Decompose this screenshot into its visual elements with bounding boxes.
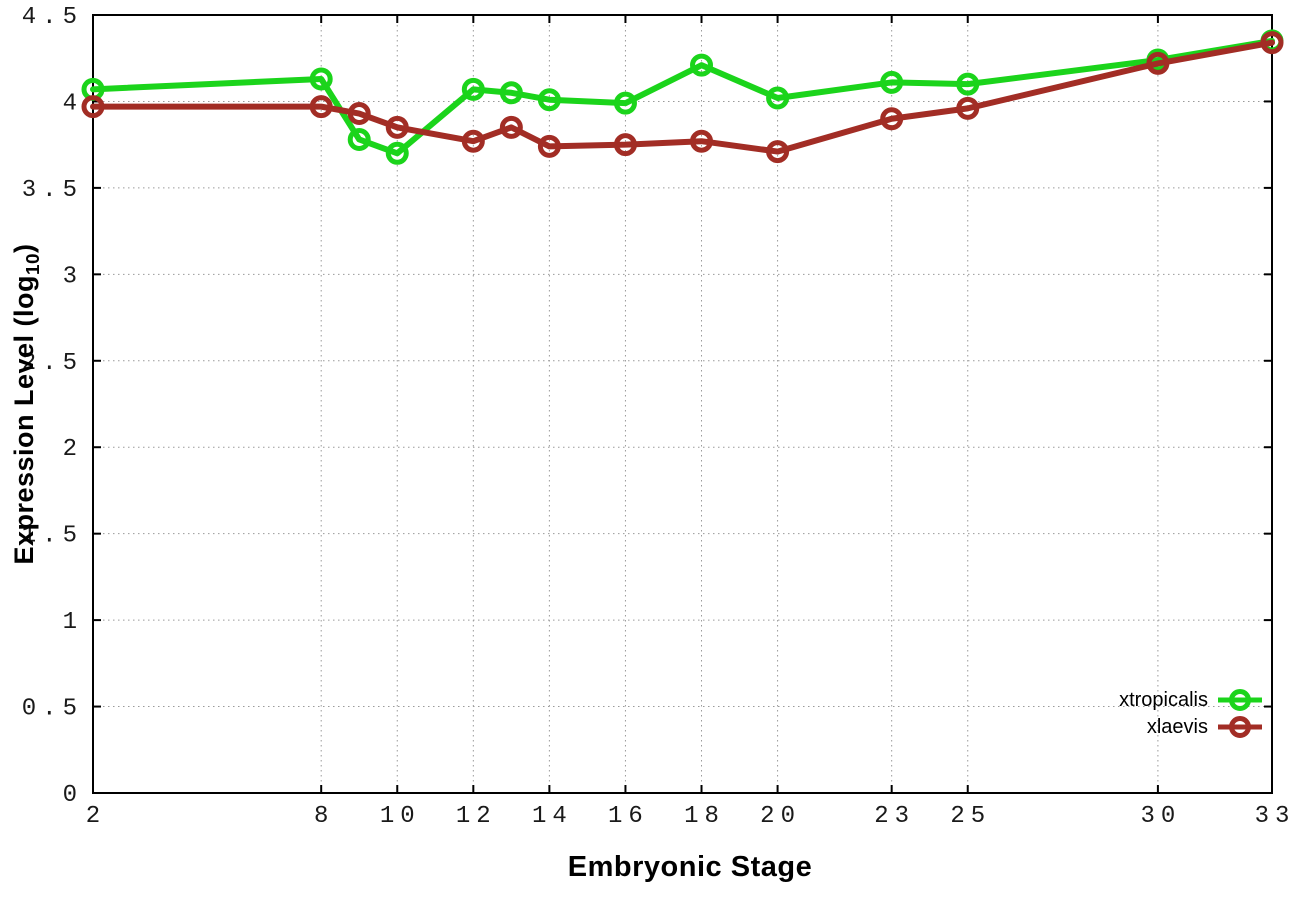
y-tick-label: 2.5 bbox=[22, 350, 83, 377]
y-tick-label: 1.5 bbox=[22, 523, 83, 550]
y-tick-label: 0.5 bbox=[22, 696, 83, 723]
data-point-xtropicalis bbox=[461, 77, 485, 101]
x-tick-label: 14 bbox=[532, 803, 573, 830]
y-tick-label: 3.5 bbox=[22, 177, 83, 204]
x-tick-label: 25 bbox=[950, 803, 991, 830]
data-point-xlaevis bbox=[1260, 31, 1284, 55]
data-point-xlaevis bbox=[880, 107, 904, 131]
data-point-xlaevis bbox=[461, 129, 485, 153]
y-axis-title-close: ) bbox=[8, 243, 39, 253]
data-point-xtropicalis bbox=[499, 81, 523, 105]
data-point-xtropicalis bbox=[690, 53, 714, 77]
y-axis-title: Expression Level (log10) bbox=[9, 243, 45, 564]
data-point-xlaevis bbox=[347, 102, 371, 126]
x-tick-label: 16 bbox=[608, 803, 649, 830]
plot-border bbox=[92, 14, 1273, 794]
legend-marker-xlaevis bbox=[1218, 716, 1262, 738]
data-point-xlaevis bbox=[1146, 51, 1170, 75]
x-tick-label: 12 bbox=[456, 803, 497, 830]
x-axis-title: Embryonic Stage bbox=[567, 851, 813, 883]
y-tick-label: 3 bbox=[63, 263, 83, 290]
data-point-xtropicalis bbox=[347, 127, 371, 151]
data-point-xtropicalis bbox=[537, 88, 561, 112]
series-line-xlaevis bbox=[90, 39, 1275, 155]
legend: xtropicalis xlaevis bbox=[1119, 687, 1263, 740]
y-axis-title-subscript: 10 bbox=[23, 252, 45, 275]
legend-label-xtropicalis: xtropicalis bbox=[1119, 688, 1208, 711]
x-tick-label: 23 bbox=[874, 803, 915, 830]
y-tick-label: 0 bbox=[63, 782, 83, 809]
y-tick-label: 1 bbox=[63, 609, 83, 636]
data-point-xlaevis bbox=[766, 140, 790, 164]
y-axis-title-main: Expression Level (log bbox=[8, 274, 39, 565]
legend-label-xlaevis: xlaevis bbox=[1146, 715, 1208, 738]
x-tick-label: 18 bbox=[684, 803, 725, 830]
data-point-xlaevis bbox=[499, 115, 523, 139]
legend-item-xlaevis: xlaevis bbox=[1147, 714, 1263, 740]
y-tick-label: 4.5 bbox=[22, 4, 83, 31]
series-line-xtropicalis bbox=[90, 37, 1275, 157]
data-point-xtropicalis bbox=[956, 72, 980, 96]
x-tick-label: 30 bbox=[1140, 803, 1181, 830]
x-tick-label: 20 bbox=[760, 803, 801, 830]
data-point-xtropicalis bbox=[880, 70, 904, 94]
data-point-xtropicalis bbox=[766, 86, 790, 110]
x-tick-label: 8 bbox=[314, 803, 334, 830]
legend-marker-xtropicalis bbox=[1218, 689, 1262, 711]
data-point-xlaevis bbox=[385, 115, 409, 139]
data-point-xlaevis bbox=[690, 129, 714, 153]
data-point-xtropicalis bbox=[309, 67, 333, 91]
data-point-xlaevis bbox=[537, 134, 561, 158]
x-tick-label: 2 bbox=[86, 803, 106, 830]
y-tick-label: 4 bbox=[63, 90, 83, 117]
y-tick-label: 2 bbox=[63, 436, 83, 463]
data-point-xlaevis bbox=[956, 96, 980, 120]
data-point-xlaevis bbox=[81, 95, 105, 119]
x-tick-label: 33 bbox=[1255, 803, 1296, 830]
data-point-xtropicalis bbox=[613, 91, 637, 115]
data-point-xlaevis bbox=[613, 133, 637, 157]
x-tick-label: 10 bbox=[380, 803, 421, 830]
legend-item-xtropicalis: xtropicalis bbox=[1119, 687, 1263, 713]
data-point-xlaevis bbox=[309, 95, 333, 119]
data-point-xtropicalis bbox=[385, 141, 409, 165]
